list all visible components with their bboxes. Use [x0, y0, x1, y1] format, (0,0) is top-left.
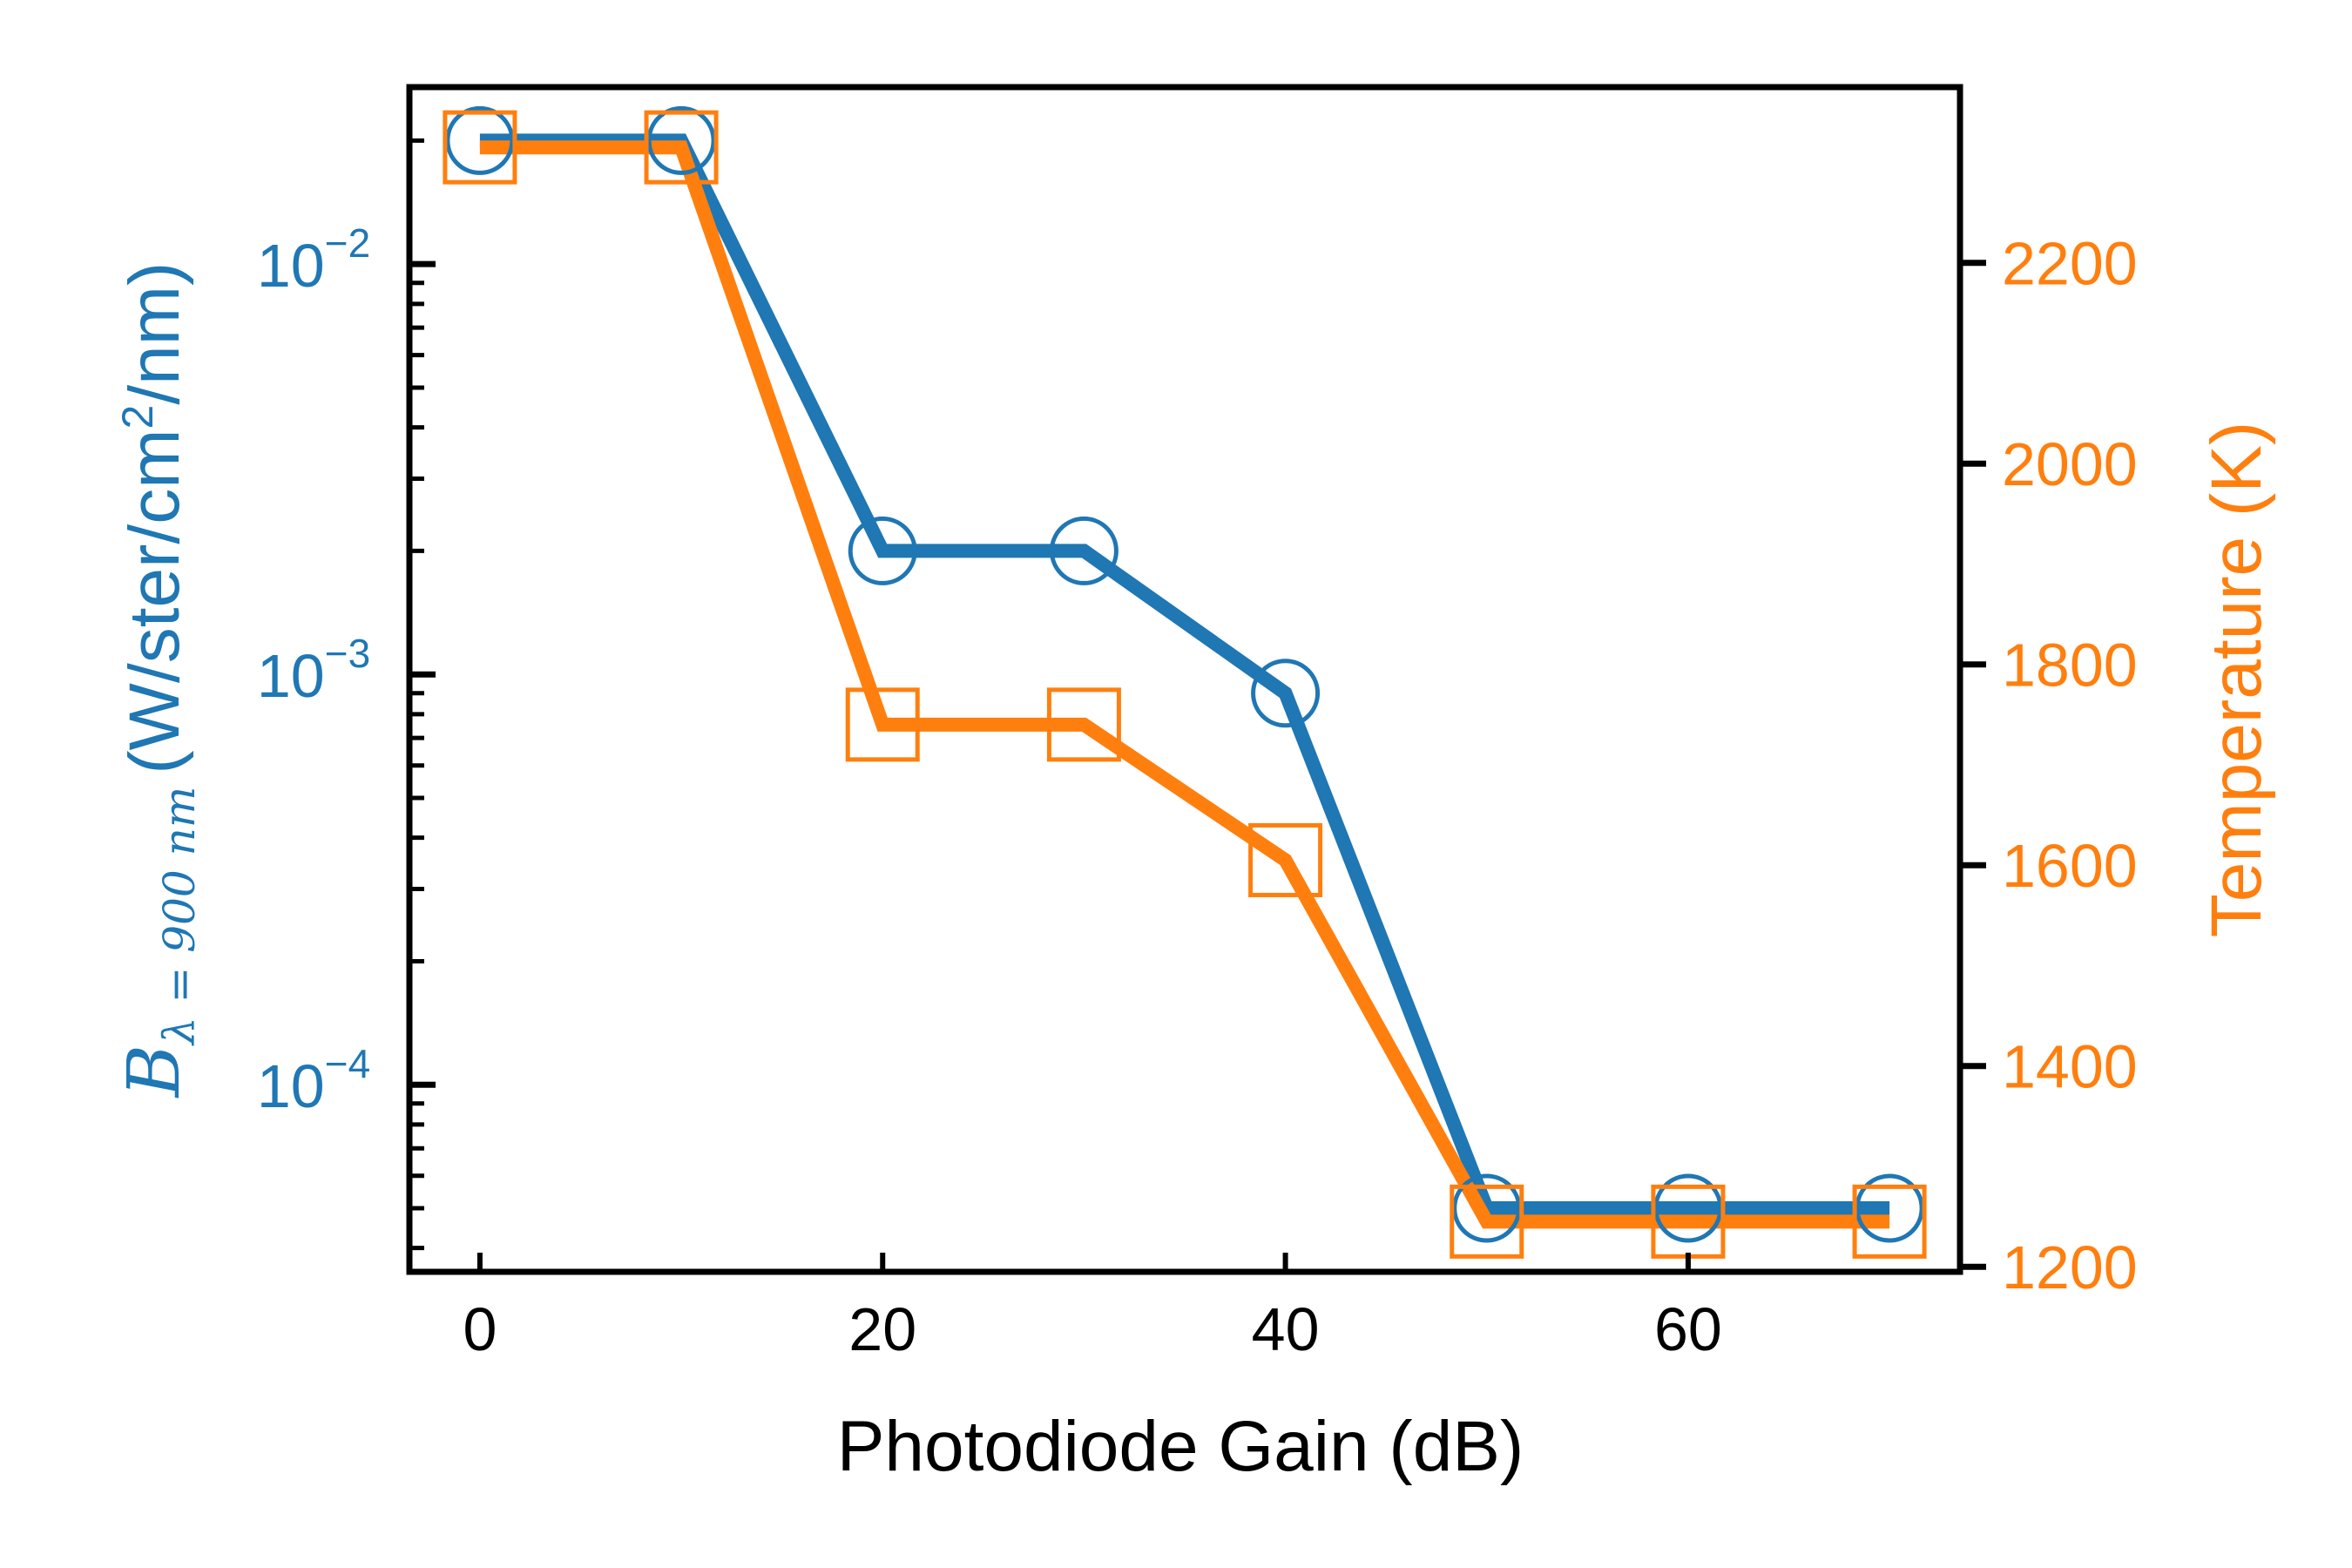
left-axis-symbol: B	[113, 1044, 196, 1098]
brightness-marker	[445, 105, 515, 175]
temperature-marker	[1046, 687, 1121, 762]
right-axis-title: Temperature (K)	[2197, 422, 2276, 937]
right-tick-label: 1200	[2002, 1233, 2138, 1301]
brightness-marker	[1653, 1173, 1723, 1243]
x-tick-label: 20	[848, 1295, 916, 1363]
temperature-marker	[1852, 1184, 1927, 1259]
brightness-marker	[848, 516, 917, 585]
plot-frame	[406, 84, 1963, 1275]
x-tick-label: 40	[1252, 1295, 1320, 1363]
left-axis-title: Bλ = 900 nm (W/ster/cm2/nm)	[113, 262, 205, 1099]
brightness-marker	[1855, 1173, 1924, 1243]
right-tick-label: 1600	[2002, 832, 2138, 900]
x-tick-label: 60	[1654, 1295, 1722, 1363]
left-tick-exponent: −2	[325, 220, 370, 266]
left-tick-exponent: −3	[325, 631, 370, 676]
left-axis-unit-prefix: (W/ster/cm	[115, 429, 194, 774]
right-tick-label: 1400	[2002, 1033, 2138, 1101]
brightness-marker	[1049, 516, 1119, 585]
right-tick-label: 2000	[2002, 430, 2138, 498]
left-tick-base: 10	[257, 232, 325, 300]
temperature-marker	[1450, 1184, 1524, 1259]
left-axis-unit-exp: 2	[113, 405, 162, 429]
left-tick-base: 10	[257, 642, 325, 710]
x-tick-label: 0	[463, 1295, 497, 1363]
axes-layer: 0 20 40 6010−210−310−4120014001600180020002…	[257, 84, 2138, 1363]
temperature-line	[479, 140, 1890, 1229]
left-axis-subscript: λ = 900 nm	[154, 787, 205, 1046]
brightness-line	[479, 133, 1890, 1215]
x-axis-title: Photodiode Gain (dB)	[837, 1407, 1524, 1486]
temperature-marker	[1248, 822, 1323, 897]
temperature-marker	[443, 110, 517, 185]
temperature-marker	[644, 110, 719, 185]
right-tick-label: 2200	[2002, 230, 2138, 298]
right-tick-label: 1800	[2002, 632, 2138, 700]
left-tick-label: 10−3	[257, 631, 370, 710]
brightness-marker	[1452, 1173, 1522, 1243]
brightness-marker	[646, 105, 716, 175]
left-tick-label: 10−2	[257, 220, 370, 300]
left-tick-base: 10	[257, 1052, 325, 1120]
left-tick-exponent: −4	[325, 1041, 370, 1086]
temperature-marker	[845, 687, 920, 762]
series-layer	[443, 105, 1927, 1259]
brightness-marker	[1251, 659, 1321, 728]
left-tick-label: 10−4	[257, 1041, 370, 1120]
left-axis-unit-suffix: /nm)	[115, 262, 194, 405]
